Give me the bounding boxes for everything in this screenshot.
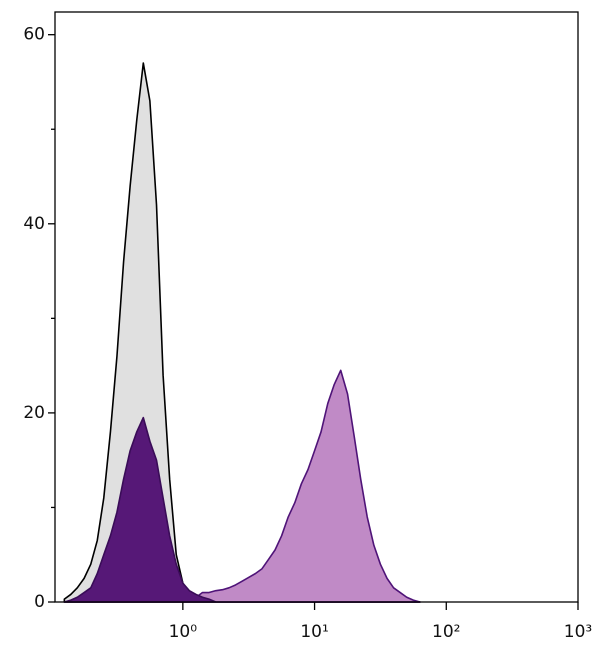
y-tick-label: 20 [23, 403, 45, 423]
y-tick-label: 60 [23, 25, 45, 45]
x-tick-label: 10² [432, 622, 460, 642]
y-tick-label: 0 [34, 592, 45, 612]
x-tick-label: 10³ [564, 622, 592, 642]
y-tick-label: 40 [23, 214, 45, 234]
x-tick-label: 10¹ [300, 622, 328, 642]
plot-frame [54, 11, 579, 603]
x-tick-label: 10⁰ [169, 622, 198, 642]
